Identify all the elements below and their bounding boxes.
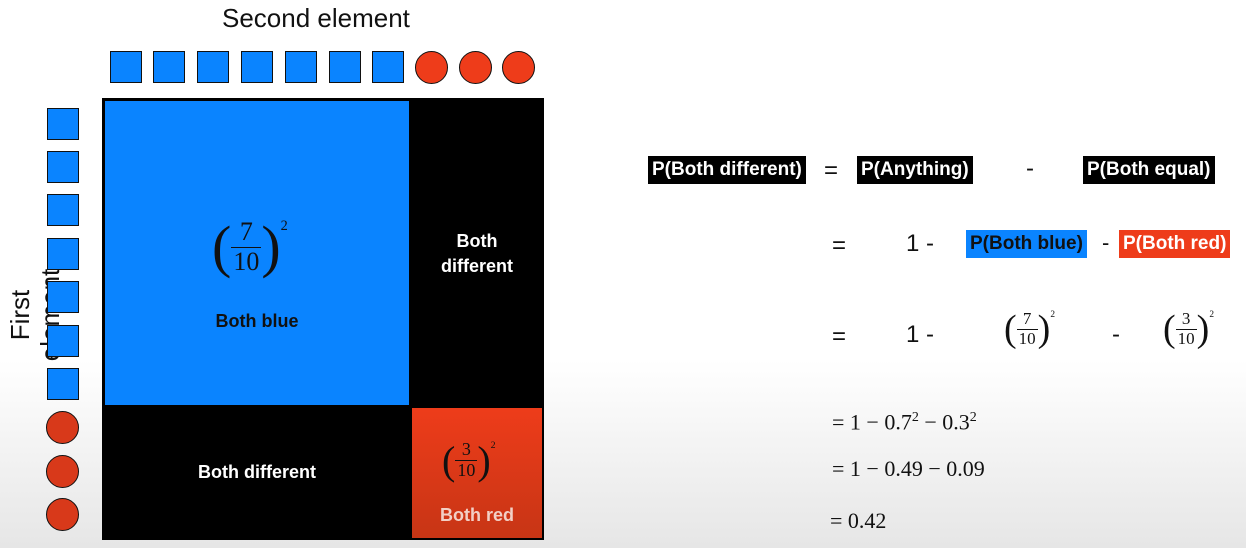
red-fraction-squared: ( 3 10 ) 2 [1163,308,1214,351]
equals-sign: = [824,157,839,184]
blue-square [197,51,229,83]
red-circle [459,51,492,84]
label-line: different [441,256,513,276]
both-blue-fraction: ( 7 10 ) 2 [212,214,288,280]
both-red-label: Both red [440,505,514,525]
both-different-bottom-label: Both different [198,462,316,482]
fraction-numerator: 7 [239,217,253,246]
blue-square [47,194,79,226]
both-red-cell [412,408,542,538]
both-red-fraction: ( 3 10 ) 2 [442,437,496,483]
equation-part: − 0.3 [918,409,970,435]
fraction-denominator: 10 [1018,329,1036,349]
blue-square [110,51,142,83]
exponent: 2 [969,410,977,425]
equation-part: = 1 − 0.7 [832,409,912,435]
red-circle [46,411,79,444]
blue-square [47,281,79,313]
blue-square [47,368,79,400]
red-circle [46,455,79,488]
one-minus: 1 - [906,230,935,257]
equals-sign: = [832,232,847,259]
p-both-different-term: P(Both different) [648,156,806,184]
fraction-denominator: 10 [1177,329,1195,349]
fraction-numerator: 7 [1022,309,1032,328]
fraction-numerator: 3 [1181,309,1191,328]
equation-line-4: = 1 − 0.72 − 0.32 [832,404,977,436]
fraction-numerator: 3 [461,439,471,459]
blue-square [329,51,361,83]
blue-square [285,51,317,83]
second-element-label: Second element [222,3,410,33]
equals-sign: = [832,323,847,350]
both-different-bottom-cell [105,408,409,538]
minus-sign: - [1112,321,1120,348]
red-circle [415,51,448,84]
both-different-right-cell [412,101,542,405]
fraction-exponent: 2 [1050,310,1055,320]
one-minus: 1 - [906,321,935,348]
p-both-equal-term: P(Both equal) [1083,156,1215,184]
minus-sign: - [1102,230,1110,255]
fraction-denominator: 10 [457,460,476,481]
equation-line-6: = 0.42 [830,508,887,533]
equation-line-5: = 1 − 0.49 − 0.09 [832,456,985,481]
red-circle [46,498,79,531]
blue-square [241,51,273,83]
blue-fraction-squared: ( 7 10 ) 2 [1004,308,1055,351]
fraction-exponent: 2 [280,218,288,234]
p-both-blue-term: P(Both blue) [966,230,1087,258]
label-line: Both [456,231,498,251]
exponent: 2 [911,410,919,425]
blue-square [47,108,79,140]
blue-square [372,51,404,83]
blue-square [47,238,79,270]
fraction-exponent: 2 [1209,310,1214,320]
both-blue-label: Both blue [215,311,299,331]
minus-sign: - [1026,155,1034,182]
both-blue-cell [105,101,409,405]
blue-square [153,51,185,83]
red-circle [502,51,535,84]
p-both-red-term: P(Both red) [1119,230,1231,258]
blue-square [47,325,79,357]
fraction-exponent: 2 [490,440,496,451]
fraction-denominator: 10 [233,247,260,277]
p-anything-term: P(Anything) [857,156,973,184]
first-element-label: First element [5,268,65,362]
both-different-right-label: Both different [412,229,542,279]
blue-square [47,151,79,183]
